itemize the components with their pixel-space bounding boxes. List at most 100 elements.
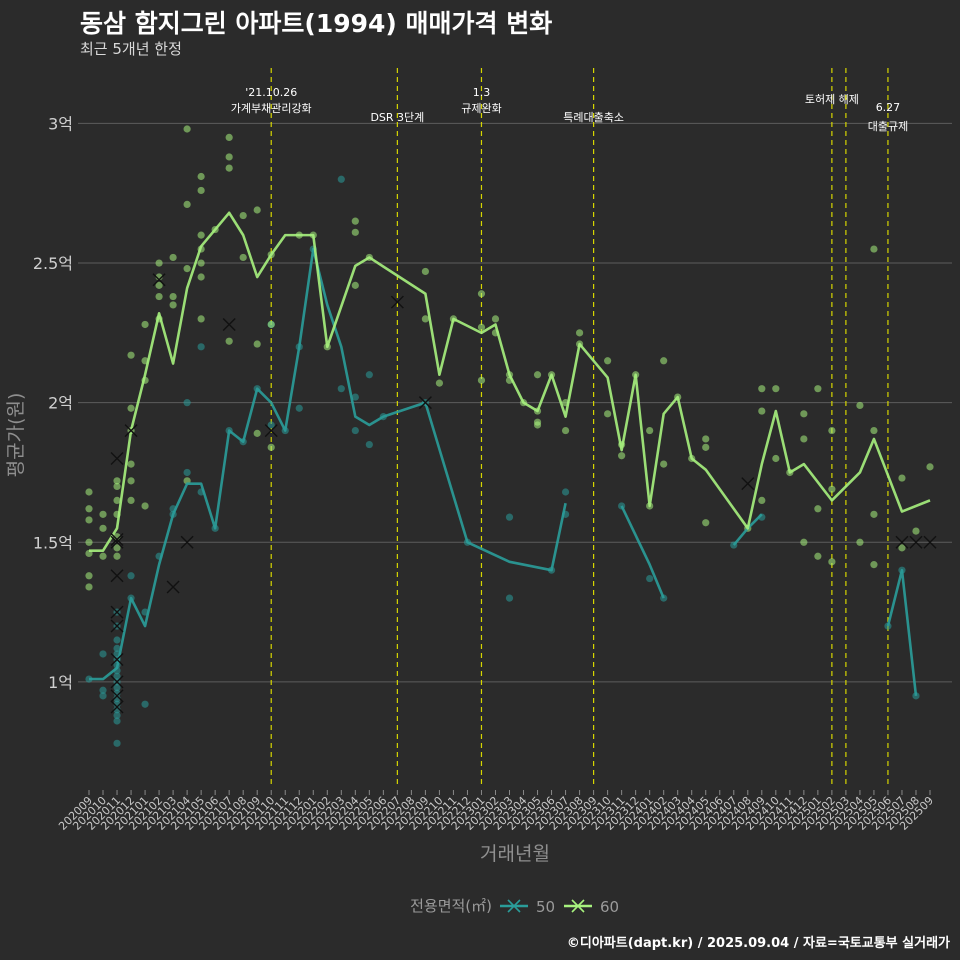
- point-60: [99, 552, 107, 560]
- point-60: [197, 259, 205, 267]
- point-60: [155, 281, 163, 289]
- point-60: [870, 561, 878, 569]
- point-60: [85, 488, 93, 496]
- mean-marker-50: [110, 653, 124, 667]
- point-60: [99, 524, 107, 532]
- mean-marker-60: [222, 317, 236, 331]
- chart-subtitle: 최근 5개년 한정: [80, 40, 182, 58]
- point-50: [351, 426, 359, 435]
- point-50: [99, 650, 107, 658]
- point-60: [351, 228, 359, 236]
- y-tick-label: 2.5억: [33, 254, 73, 273]
- grid-lines: [78, 122, 952, 683]
- point-60: [646, 426, 654, 435]
- point-60: [183, 265, 191, 273]
- point-50: [197, 343, 205, 351]
- source-caption: ©디아파트(dapt.kr) / 2025.09.04 / 자료=국토교통부 실…: [566, 936, 950, 951]
- point-60: [926, 463, 934, 471]
- legend-swatch-x: [507, 899, 521, 913]
- point-50: [561, 488, 570, 496]
- point-60: [99, 510, 107, 518]
- point-60: [870, 426, 878, 435]
- point-60: [772, 385, 780, 393]
- point-60: [113, 496, 121, 504]
- y-tick-label: 2억: [48, 394, 73, 413]
- point-50: [113, 644, 121, 652]
- mean-markers: [110, 273, 937, 714]
- point-60: [127, 460, 135, 468]
- series-line-50: [620, 505, 665, 599]
- point-60: [435, 379, 444, 387]
- policy-label: 대출규제: [868, 120, 908, 133]
- point-60: [183, 200, 191, 209]
- point-60: [85, 572, 93, 580]
- point-60: [155, 292, 163, 301]
- point-50: [99, 686, 107, 694]
- chart-title: 동삼 함지그린 아파트(1994) 매매가격 변화: [80, 9, 553, 38]
- point-50: [295, 404, 303, 412]
- mean-marker-60: [110, 532, 124, 546]
- mean-marker-60: [895, 535, 909, 549]
- mean-marker-60: [110, 452, 124, 466]
- point-60: [113, 477, 121, 485]
- point-60: [127, 351, 135, 359]
- point-60: [828, 558, 836, 566]
- point-60: [155, 259, 163, 267]
- point-60: [758, 407, 766, 415]
- point-60: [604, 357, 612, 365]
- point-50: [365, 371, 373, 379]
- policy-label: DSR 3단계: [370, 111, 424, 124]
- point-60: [618, 452, 626, 460]
- point-60: [183, 125, 191, 133]
- mean-marker-50: [166, 580, 180, 594]
- point-60: [127, 496, 135, 504]
- point-60: [898, 544, 906, 552]
- point-60: [253, 340, 261, 348]
- point-60: [477, 290, 486, 298]
- point-60: [491, 315, 500, 323]
- point-60: [225, 133, 233, 141]
- y-tick-label: 3억: [48, 114, 73, 133]
- point-50: [365, 440, 373, 449]
- point-50: [267, 421, 275, 429]
- legend: 전용면적(㎡) 50 60: [410, 897, 619, 916]
- point-60: [814, 505, 822, 513]
- mean-marker-60: [923, 535, 937, 549]
- mean-marker-60: [390, 295, 404, 309]
- legend-label: 50: [536, 898, 555, 916]
- legend-title: 전용면적(㎡): [410, 897, 492, 915]
- mean-marker-50: [110, 700, 124, 714]
- point-50: [113, 672, 121, 680]
- point-50: [505, 594, 514, 602]
- point-60: [351, 217, 359, 225]
- point-60: [127, 477, 135, 485]
- point-60: [856, 538, 864, 546]
- point-60: [127, 404, 135, 412]
- point-50: [113, 711, 121, 720]
- policy-label: 특례대출축소: [563, 111, 624, 124]
- point-60: [856, 401, 864, 410]
- point-50: [505, 513, 514, 521]
- point-60: [225, 337, 233, 345]
- point-50: [141, 700, 149, 708]
- point-50: [646, 574, 654, 583]
- policy-label: 6.27: [876, 101, 901, 114]
- x-tick-labels: 2020092020102020112020122021012021022021…: [56, 790, 936, 833]
- point-60: [267, 320, 275, 329]
- point-60: [253, 429, 261, 437]
- legend-swatch-x: [571, 899, 585, 913]
- point-60: [85, 516, 93, 524]
- point-60: [870, 510, 878, 518]
- point-60: [253, 206, 261, 214]
- point-50: [99, 692, 107, 700]
- point-60: [898, 474, 906, 482]
- point-50: [113, 717, 121, 725]
- policy-label: 1.3: [473, 86, 491, 99]
- point-60: [800, 410, 808, 418]
- point-60: [85, 583, 93, 591]
- point-60: [912, 527, 920, 535]
- point-60: [169, 253, 177, 262]
- point-60: [477, 376, 486, 384]
- mean-marker-50: [110, 689, 124, 703]
- point-50: [127, 572, 135, 580]
